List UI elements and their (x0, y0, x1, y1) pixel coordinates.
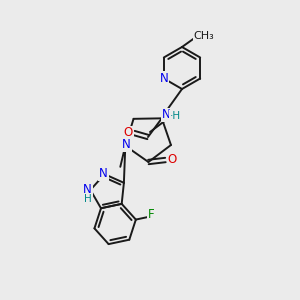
Text: O: O (168, 154, 177, 166)
Text: CH₃: CH₃ (194, 31, 214, 41)
Text: N: N (162, 109, 170, 122)
Text: ·H: ·H (169, 111, 181, 121)
Text: N: N (83, 183, 92, 196)
Text: N: N (159, 72, 168, 85)
Text: N: N (99, 167, 108, 180)
Text: F: F (148, 208, 155, 221)
Text: O: O (123, 127, 133, 140)
Text: N: N (122, 138, 131, 151)
Text: H: H (83, 194, 91, 204)
